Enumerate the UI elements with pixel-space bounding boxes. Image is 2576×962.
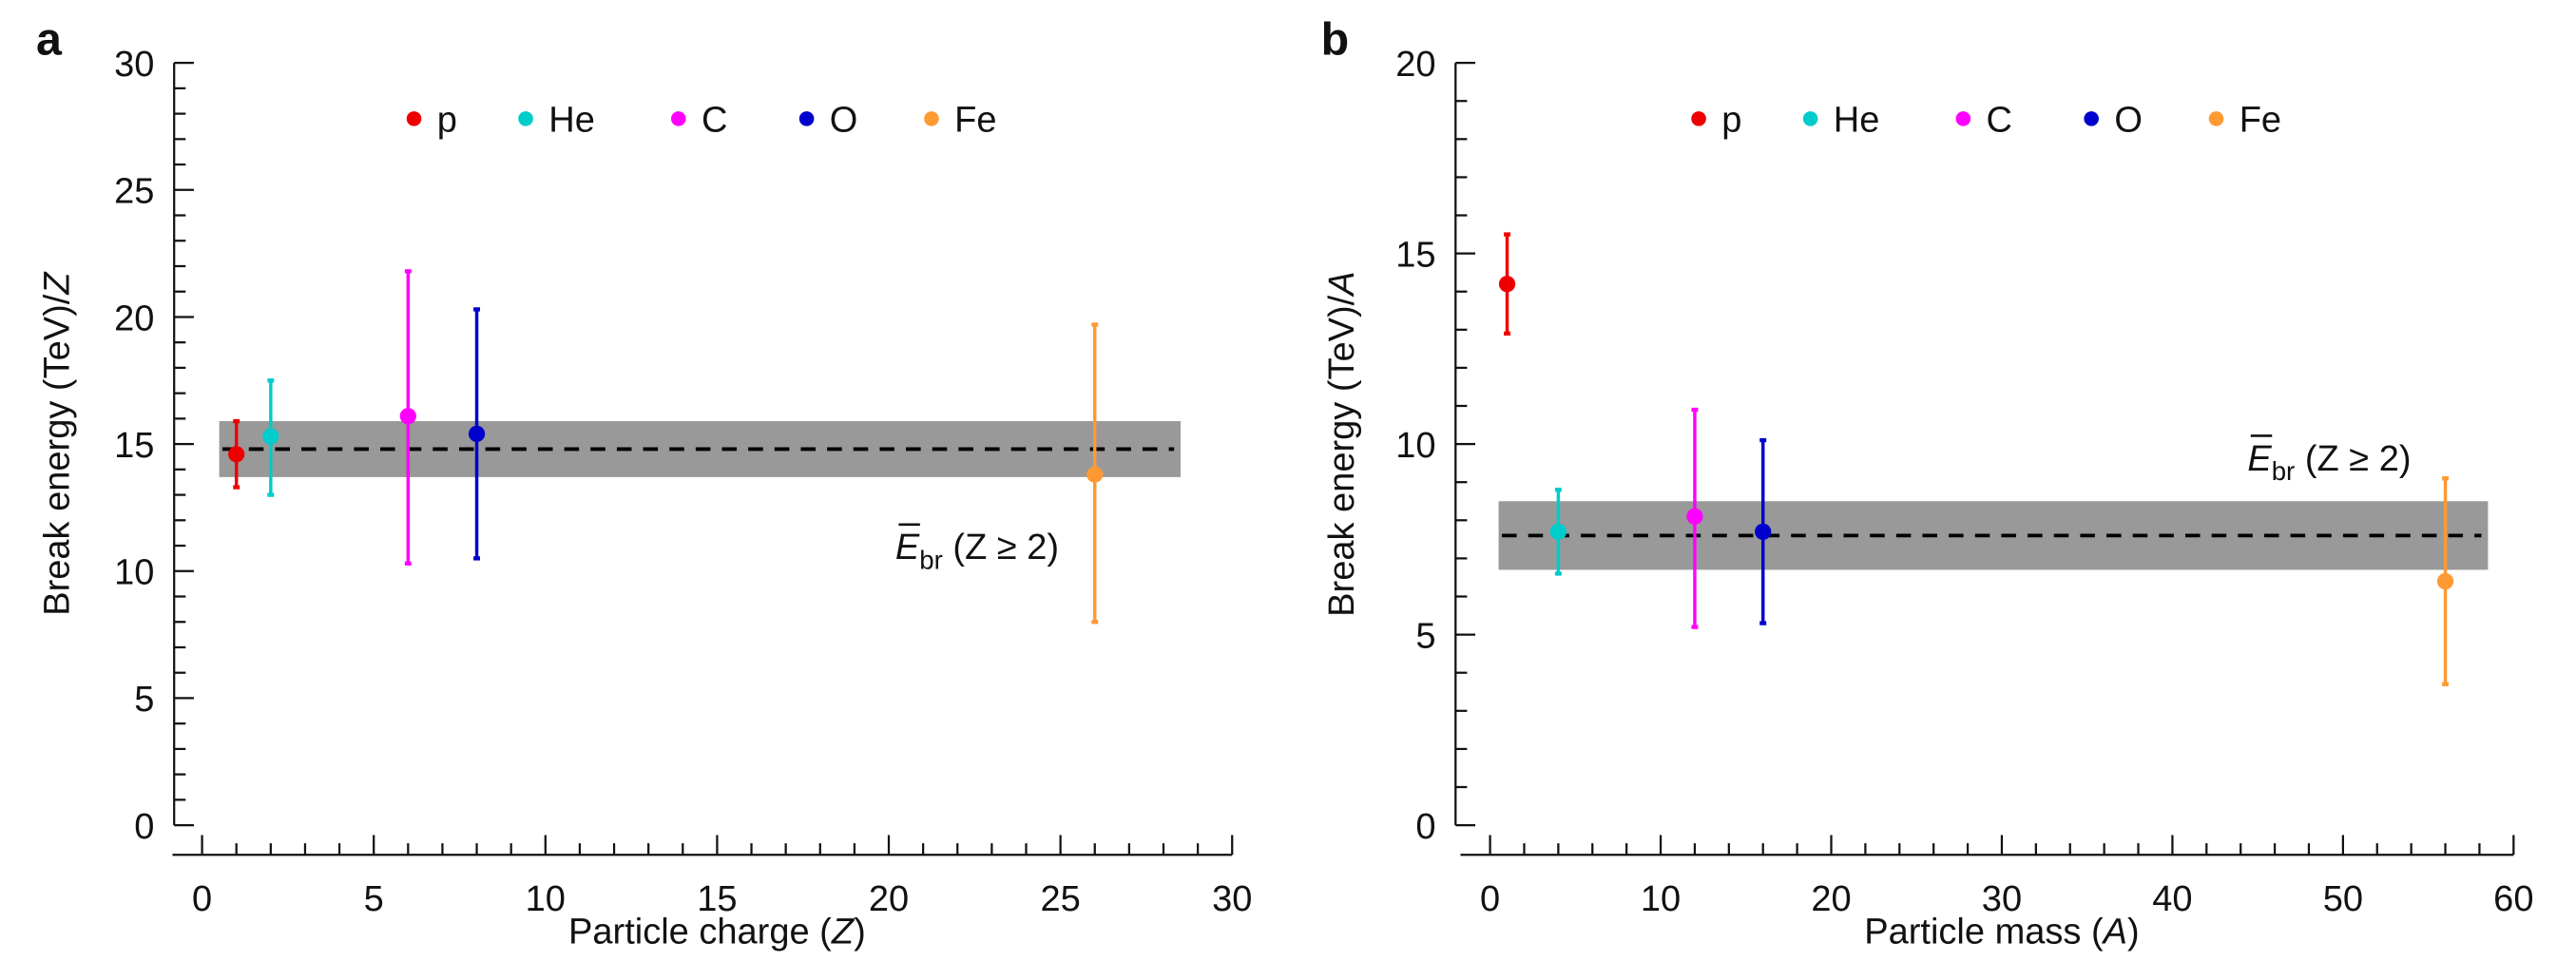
legend: p He C O Fe	[406, 101, 997, 141]
legend-label-C: C	[702, 101, 727, 141]
mean-label-symbol: E	[895, 528, 920, 568]
x-axis-label-var: A	[2102, 913, 2127, 952]
y-tick-label: 5	[134, 680, 154, 720]
x-tick-label: 30	[1982, 879, 2022, 919]
y-axis-label: Break energy (TeV)/Z	[38, 271, 78, 616]
marker	[1686, 508, 1703, 525]
legend-marker-p	[1691, 111, 1706, 126]
legend-marker-O	[798, 111, 815, 126]
y-tick-label: 25	[114, 172, 154, 212]
x-tick-label: 25	[1040, 879, 1080, 919]
marker	[1086, 466, 1104, 483]
data-point-C	[1686, 407, 1703, 629]
legend: p He C O Fe	[1691, 101, 2281, 141]
x-axis-label-var: Z	[831, 913, 855, 952]
mean-label-condition: (Z ≥ 2)	[2295, 439, 2411, 479]
y-tick-label: 15	[114, 426, 154, 466]
data-point-p	[1498, 232, 1516, 336]
legend-marker-C	[671, 111, 686, 126]
x-tick-label: 20	[1811, 879, 1851, 919]
panel-label: a	[36, 14, 63, 66]
legend-label-He: He	[548, 101, 595, 141]
x-axis-label-prefix: Particle mass (	[1864, 913, 2104, 952]
legend-marker-He	[518, 111, 533, 126]
y-tick-label: 20	[114, 298, 154, 338]
legend-label-Fe: Fe	[954, 101, 996, 141]
panel-a: a 0 5 10 15 20 25 30 0 5 10 15 20 25 30 Particle charge…	[36, 14, 1252, 952]
x-tick-label: 20	[869, 879, 909, 919]
mean-label-condition: (Z ≥ 2)	[943, 528, 1059, 568]
panel-label: b	[1321, 14, 1350, 66]
marker	[1498, 276, 1516, 293]
legend-marker-He	[1802, 111, 1818, 126]
data-point-He	[262, 378, 279, 497]
y-tick-label: 30	[114, 45, 154, 85]
marker	[1549, 523, 1567, 540]
y-tick-label: 5	[1415, 616, 1435, 656]
x-axis-label: Particle mass (A)	[1864, 913, 2139, 952]
x-axis-label-suffix: )	[2127, 913, 2140, 952]
x-tick-label: 40	[2152, 879, 2192, 919]
y-axis-label-var: A	[1322, 271, 1362, 297]
marker	[2436, 572, 2454, 590]
mean-label-symbol: E	[2247, 439, 2272, 479]
y-tick-label: 10	[114, 553, 154, 593]
marker	[262, 428, 279, 445]
legend-marker-Fe	[924, 111, 939, 126]
legend-label-Fe: Fe	[2240, 101, 2281, 141]
legend-label-p: p	[1721, 101, 1741, 141]
y-tick-label: 10	[1395, 426, 1435, 466]
mean-label-subscript: br	[2272, 456, 2296, 486]
legend-label-He: He	[1834, 101, 1880, 141]
legend-label-O: O	[2114, 101, 2143, 141]
y-tick-label: 0	[134, 807, 154, 847]
x-tick-label: 10	[1641, 879, 1681, 919]
y-axis-label-prefix: Break energy (TeV)/	[1322, 295, 1362, 616]
legend-marker-O	[2084, 111, 2099, 126]
x-tick-label: 50	[2323, 879, 2363, 919]
y-tick-label: 20	[1395, 45, 1435, 85]
x-axis-label-suffix: )	[854, 913, 866, 952]
data-point-C	[399, 269, 416, 566]
x-tick-label: 60	[2493, 879, 2533, 919]
mean-label-subscript: br	[919, 545, 943, 574]
marker	[468, 425, 486, 443]
data-point-He	[1549, 488, 1567, 576]
x-tick-label: 5	[364, 879, 384, 919]
legend-label-O: O	[830, 101, 858, 141]
y-axis-label-prefix: Break energy (TeV)/	[38, 294, 78, 615]
data-point-Fe	[1086, 322, 1104, 625]
data-point-p	[228, 418, 245, 490]
x-tick-label: 10	[526, 879, 566, 919]
legend-label-p: p	[437, 101, 457, 141]
mean-label: Ebr (Z ≥ 2)	[2247, 439, 2411, 486]
legend-marker-C	[1955, 111, 1971, 126]
x-tick-label: 0	[192, 879, 212, 919]
legend-label-C: C	[1987, 101, 2012, 141]
x-tick-label: 0	[1480, 879, 1500, 919]
x-tick-label: 15	[697, 879, 737, 919]
data-point-O	[1755, 437, 1772, 625]
y-axis-label: Break energy (TeV)/A	[1322, 271, 1362, 616]
x-axis-label: Particle charge (Z)	[568, 913, 866, 952]
mean-label: Ebr (Z ≥ 2)	[895, 528, 1059, 574]
data-point-O	[468, 307, 486, 561]
marker	[399, 408, 416, 425]
legend-marker-Fe	[2208, 111, 2224, 126]
y-tick-label: 0	[1415, 807, 1435, 847]
data-point-Fe	[2436, 476, 2454, 686]
x-axis-label-prefix: Particle charge (	[568, 913, 832, 952]
y-axis-label-var: Z	[38, 271, 78, 296]
x-tick-label: 30	[1212, 879, 1252, 919]
marker	[1755, 523, 1772, 540]
marker	[228, 446, 245, 463]
legend-marker-p	[406, 111, 422, 126]
y-tick-label: 15	[1395, 235, 1435, 275]
